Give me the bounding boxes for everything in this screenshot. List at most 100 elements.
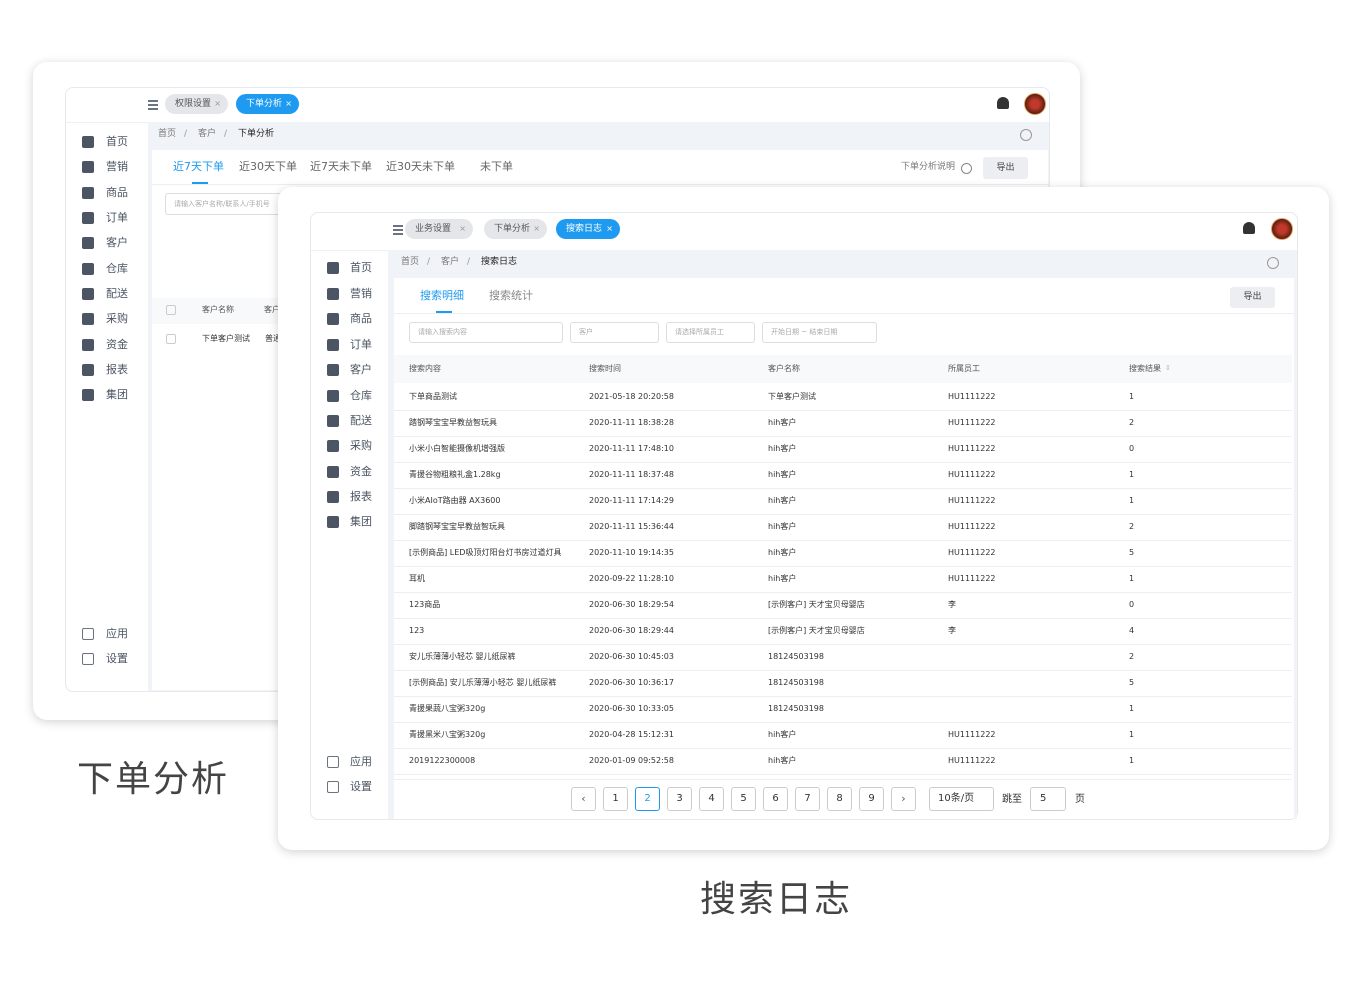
refresh-icon[interactable] (1267, 257, 1279, 269)
menu-item[interactable]: 商品 (350, 311, 372, 325)
checkbox[interactable] (166, 334, 176, 344)
menu-icon[interactable] (82, 313, 94, 325)
menu-item[interactable]: 营销 (106, 159, 128, 173)
menu-item[interactable]: 应用 (106, 626, 128, 640)
jump-input[interactable]: 5 (1030, 787, 1066, 811)
bell-icon[interactable] (1243, 222, 1255, 234)
tab-label[interactable]: 搜索日志 (566, 224, 603, 234)
menu-icon[interactable] (327, 781, 339, 793)
select-label[interactable]: 10条/页 (938, 793, 975, 804)
menu-item[interactable]: 配送 (106, 286, 128, 300)
menu-toggle-icon[interactable] (148, 104, 158, 106)
menu-icon[interactable] (327, 516, 339, 528)
placeholder[interactable]: 请选择所属员工 (675, 328, 724, 336)
help-link[interactable]: 下单分析说明 (901, 162, 956, 173)
page-number[interactable]: 7 (804, 793, 811, 804)
menu-item[interactable]: 报表 (350, 489, 372, 503)
tab-label[interactable]: 权限设置 (175, 99, 212, 109)
page-number[interactable]: 9 (868, 793, 875, 804)
export-button[interactable]: 导出 (1230, 287, 1275, 308)
menu-icon[interactable] (82, 212, 94, 224)
menu-item[interactable]: 资金 (106, 337, 128, 351)
page-button[interactable]: 9 (859, 787, 884, 811)
page-number[interactable]: 2 (644, 793, 651, 804)
menu-item[interactable]: 采购 (350, 438, 372, 452)
menu-toggle-icon[interactable] (393, 229, 403, 231)
menu-icon[interactable] (327, 440, 339, 452)
menu-item[interactable]: 订单 (106, 210, 128, 224)
menu-toggle-icon[interactable] (393, 225, 403, 227)
menu-item[interactable]: 设置 (350, 779, 372, 793)
menu-item[interactable]: 采购 (106, 311, 128, 325)
sub-tab[interactable]: 搜索明细 (420, 288, 464, 302)
menu-item[interactable]: 集团 (106, 387, 128, 401)
menu-icon[interactable] (327, 288, 339, 300)
page-button[interactable]: 4 (699, 787, 724, 811)
sub-tab[interactable]: 近30天未下单 (386, 159, 455, 173)
menu-item[interactable]: 设置 (106, 651, 128, 665)
menu-icon[interactable] (82, 288, 94, 300)
sub-tab[interactable]: 近7天未下单 (310, 159, 372, 173)
sub-tab[interactable]: 未下单 (480, 159, 513, 173)
page-button[interactable]: 3 (667, 787, 692, 811)
menu-item[interactable]: 仓库 (106, 261, 128, 275)
menu-item[interactable]: 报表 (106, 362, 128, 376)
avatar[interactable] (1024, 93, 1046, 115)
page-button[interactable]: 8 (827, 787, 852, 811)
page-number[interactable]: 5 (740, 793, 747, 804)
placeholder[interactable]: 请输入搜索内容 (418, 328, 467, 336)
menu-icon[interactable] (327, 756, 339, 768)
menu-icon[interactable] (82, 339, 94, 351)
menu-icon[interactable] (327, 262, 339, 274)
table-header[interactable]: 搜索结果 (1129, 363, 1161, 373)
menu-item[interactable]: 集团 (350, 514, 372, 528)
input-value[interactable]: 5 (1040, 793, 1047, 804)
page-tab[interactable]: 下单分析 × (484, 219, 547, 239)
avatar[interactable] (1271, 218, 1293, 240)
menu-icon[interactable] (82, 136, 94, 148)
menu-icon[interactable] (82, 187, 94, 199)
page-number[interactable]: 3 (676, 793, 683, 804)
page-tab[interactable]: 下单分析 × (236, 94, 299, 114)
menu-icon[interactable] (82, 653, 94, 665)
page-tab[interactable]: 搜索日志 × (556, 219, 620, 239)
page-number[interactable]: 4 (708, 793, 715, 804)
checkbox[interactable] (166, 305, 176, 315)
menu-item[interactable]: 配送 (350, 413, 372, 427)
sub-tab[interactable]: 近7天下单 (173, 159, 224, 173)
menu-item[interactable]: 营销 (350, 286, 372, 300)
menu-toggle-icon[interactable] (393, 233, 403, 235)
menu-item[interactable]: 应用 (350, 754, 372, 768)
page-button[interactable]: 2 (635, 787, 660, 811)
menu-icon[interactable] (327, 339, 339, 351)
menu-item[interactable]: 资金 (350, 464, 372, 478)
refresh-icon[interactable] (1020, 129, 1032, 141)
prev-button[interactable]: ‹ (571, 787, 596, 811)
sub-tab[interactable]: 近30天下单 (239, 159, 297, 173)
breadcrumb-item[interactable]: 首页 (158, 129, 177, 140)
menu-item[interactable]: 订单 (350, 337, 372, 351)
page-button[interactable]: 1 (603, 787, 628, 811)
page-tab[interactable]: 权限设置 × (165, 94, 228, 114)
button-label[interactable]: 导出 (996, 163, 1015, 173)
button-label[interactable]: 导出 (1243, 292, 1262, 302)
page-number[interactable]: 6 (772, 793, 779, 804)
menu-icon[interactable] (327, 313, 339, 325)
sub-tab[interactable]: 搜索统计 (489, 288, 533, 302)
bell-icon[interactable] (997, 97, 1009, 109)
menu-icon[interactable] (82, 364, 94, 376)
menu-icon[interactable] (327, 415, 339, 427)
menu-icon[interactable] (327, 390, 339, 402)
page-number[interactable]: 1 (612, 793, 619, 804)
menu-toggle-icon[interactable] (148, 100, 158, 102)
menu-icon[interactable] (82, 263, 94, 275)
menu-icon[interactable] (82, 389, 94, 401)
menu-item[interactable]: 客户 (350, 362, 372, 376)
tab-label[interactable]: 下单分析 (494, 224, 531, 234)
search-input[interactable]: 请输入客户名称/联系人/手机号 (165, 193, 295, 215)
menu-icon[interactable] (327, 364, 339, 376)
menu-item[interactable]: 仓库 (350, 388, 372, 402)
filter-input[interactable]: 客户 (570, 322, 659, 343)
menu-item[interactable]: 商品 (106, 185, 128, 199)
page-button[interactable]: 5 (731, 787, 756, 811)
